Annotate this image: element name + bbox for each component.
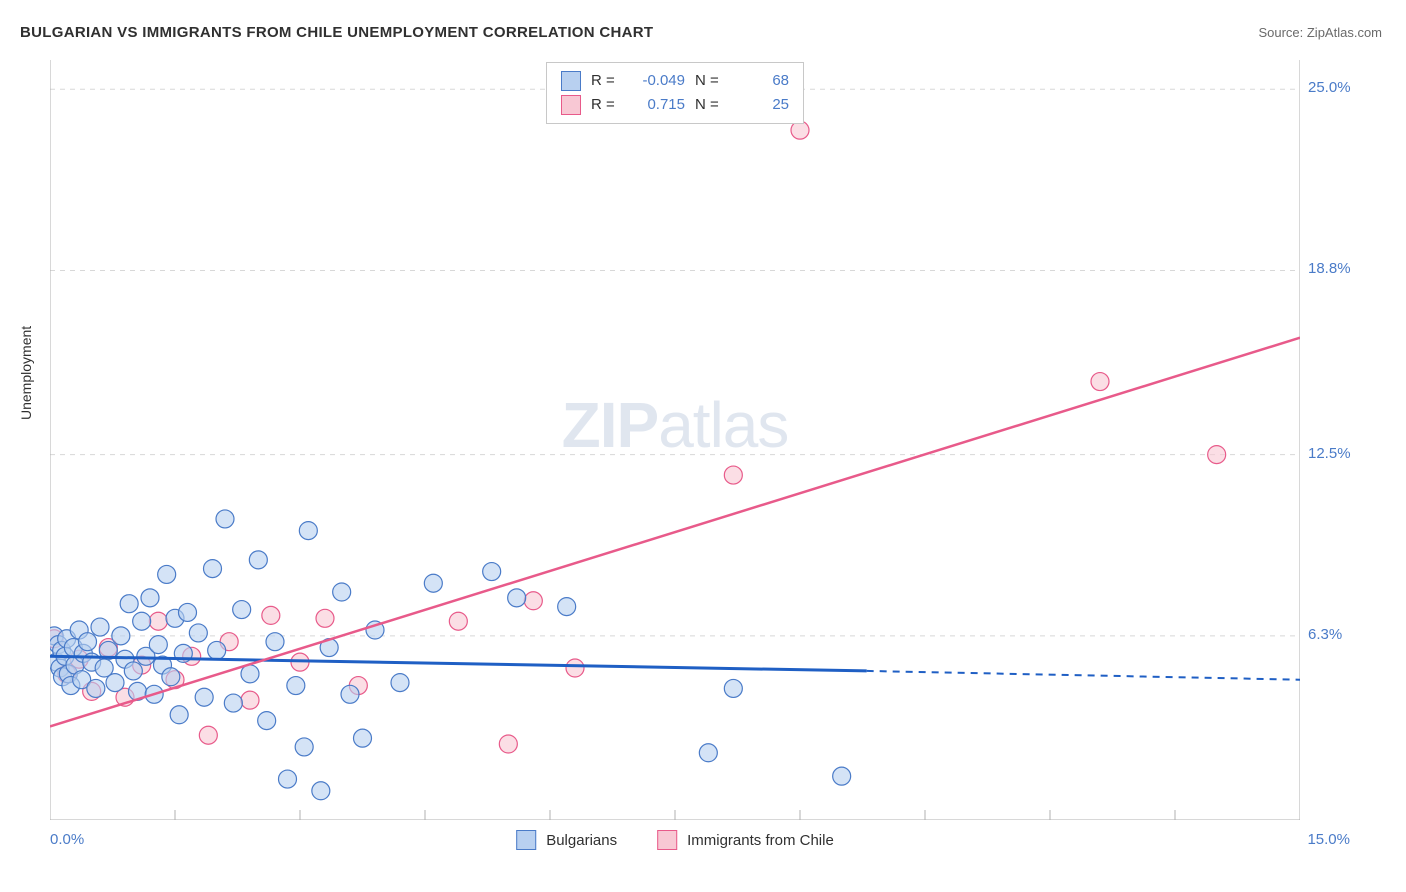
swatch-b	[561, 95, 581, 115]
swatch-a	[561, 71, 581, 91]
x-tick-max: 15.0%	[1307, 831, 1350, 848]
y-tick: 12.5%	[1308, 445, 1388, 462]
legend-row-b: R = 0.715 N = 25	[561, 93, 789, 117]
y-tick: 18.8%	[1308, 260, 1388, 277]
source-label: Source: ZipAtlas.com	[1258, 25, 1382, 40]
y-tick: 25.0%	[1308, 79, 1388, 96]
swatch-b-icon	[657, 830, 677, 850]
y-axis-label: Unemployment	[18, 326, 34, 420]
legend-item-a: Bulgarians	[516, 830, 617, 850]
scatter-chart	[50, 60, 1300, 820]
series-legend: Bulgarians Immigrants from Chile	[516, 830, 834, 850]
chart-title: BULGARIAN VS IMMIGRANTS FROM CHILE UNEMP…	[20, 24, 653, 41]
correlation-legend: R = -0.049 N = 68 R = 0.715 N = 25	[546, 62, 804, 124]
swatch-a-icon	[516, 830, 536, 850]
legend-item-b: Immigrants from Chile	[657, 830, 834, 850]
legend-row-a: R = -0.049 N = 68	[561, 69, 789, 93]
y-tick: 6.3%	[1308, 626, 1388, 643]
x-tick-min: 0.0%	[50, 831, 84, 848]
chart-area: ZIPatlas R = -0.049 N = 68 R = 0.715 N =…	[50, 60, 1300, 820]
